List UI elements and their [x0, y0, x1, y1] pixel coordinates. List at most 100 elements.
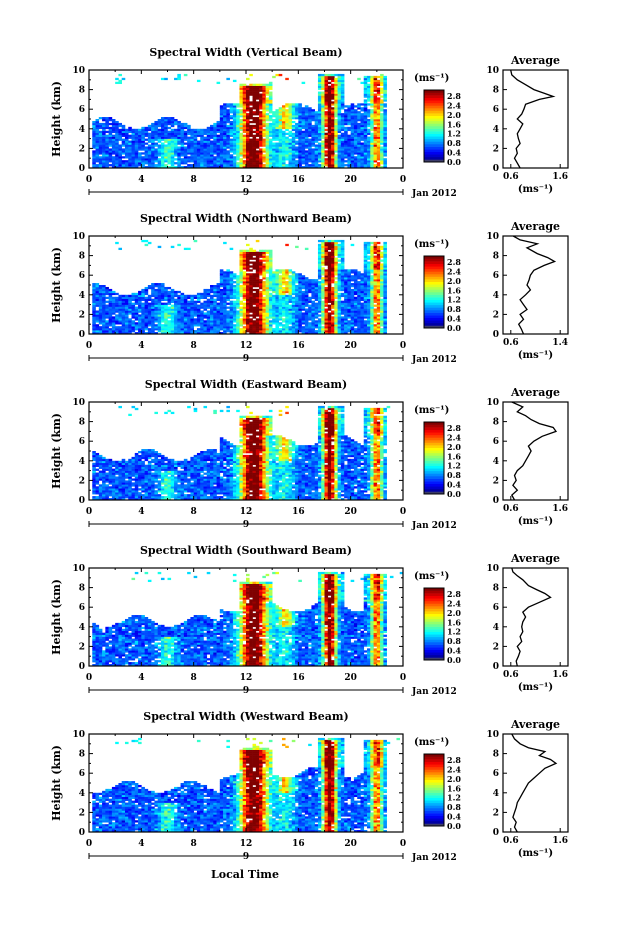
heatmap-cell — [256, 254, 260, 256]
heatmap-cell — [292, 103, 296, 105]
heatmap-cell — [171, 297, 175, 299]
heatmap-cell — [217, 295, 221, 297]
heatmap-cell — [298, 119, 302, 121]
heatmap-cell — [187, 318, 191, 320]
heatmap-cell — [115, 299, 119, 301]
heatmap-cell — [351, 135, 355, 137]
heatmap-cell — [347, 119, 351, 121]
heatmap-cell — [145, 289, 149, 291]
heatmap-cell — [122, 297, 126, 299]
heatmap-cell — [230, 309, 234, 311]
heatmap-cell — [230, 326, 234, 328]
heatmap-cell — [272, 131, 276, 133]
heatmap-cell — [213, 152, 217, 154]
heatmap-cell — [318, 84, 322, 86]
heatmap-cell — [236, 281, 240, 283]
heatmap-cell — [148, 160, 152, 162]
heatmap-cell — [154, 289, 158, 291]
heatmap-cell — [266, 115, 270, 117]
heatmap-cell — [125, 137, 129, 139]
heatmap-cell — [266, 252, 270, 254]
heatmap-cell — [331, 273, 335, 275]
heatmap-cell — [341, 269, 345, 271]
heatmap-cell — [318, 131, 322, 133]
heatmap-cell — [298, 277, 302, 279]
heatmap-cell — [383, 125, 387, 127]
heatmap-cell — [262, 97, 266, 99]
heatmap-cell — [295, 297, 299, 299]
heatmap-cell — [370, 143, 374, 145]
heatmap-cell — [239, 256, 243, 258]
heatmap-cell — [338, 101, 342, 103]
heatmap-cell — [239, 109, 243, 111]
heatmap-cell — [96, 287, 100, 289]
heatmap-cell — [325, 250, 329, 252]
heatmap-cell — [174, 301, 178, 303]
heatmap-cell — [141, 312, 145, 314]
heatmap-cell — [266, 107, 270, 109]
heatmap-cell — [321, 318, 325, 320]
heatmap-cell — [328, 115, 332, 117]
heatmap-cell — [269, 277, 273, 279]
heatmap-cell — [151, 154, 155, 156]
heatmap-cell — [321, 76, 325, 78]
heatmap-cell — [177, 330, 181, 332]
heatmap-cell — [197, 299, 201, 301]
heatmap-cell — [256, 281, 260, 283]
heatmap-cell — [158, 312, 162, 314]
heatmap-cell — [311, 139, 315, 141]
heatmap-cell — [200, 293, 204, 295]
heatmap-cell — [282, 299, 286, 301]
heatmap-cell — [259, 307, 263, 309]
heatmap-cell — [102, 293, 106, 295]
heatmap-cell — [164, 293, 168, 295]
heatmap-cell — [302, 148, 306, 150]
heatmap-cell — [298, 137, 302, 139]
heatmap-cell — [341, 133, 345, 135]
heatmap-cell — [364, 121, 368, 123]
heatmap-cell — [341, 101, 345, 103]
heatmap-cell — [331, 90, 335, 92]
heatmap-cell — [138, 314, 142, 316]
heatmap-cell — [266, 86, 270, 88]
heatmap-cell — [328, 92, 332, 94]
heatmap-cell — [118, 320, 122, 322]
heatmap-cell — [377, 150, 381, 152]
heatmap-cell — [177, 131, 181, 133]
heatmap-cell — [96, 301, 100, 303]
heatmap-cell — [262, 115, 266, 117]
heatmap-cell — [266, 160, 270, 162]
heatmap-cell — [233, 119, 237, 121]
heatmap-cell — [318, 322, 322, 324]
heatmap-cell — [253, 285, 257, 287]
heatmap-cell — [321, 254, 325, 256]
heatmap-cell — [256, 152, 260, 154]
heatmap-cell — [239, 94, 243, 96]
colorbar-segment — [424, 139, 444, 142]
heatmap-cell — [295, 129, 299, 131]
heatmap-cell — [187, 248, 191, 250]
heatmap-cell — [325, 133, 329, 135]
heatmap-cell — [168, 287, 172, 289]
heatmap-cell — [226, 125, 230, 127]
heatmap-cell — [334, 111, 338, 113]
heatmap-cell — [321, 244, 325, 246]
heatmap-cell — [187, 297, 191, 299]
heatmap-cell — [374, 144, 378, 146]
heatmap-cell — [305, 312, 309, 314]
heatmap-cell — [161, 156, 165, 158]
heatmap-cell — [282, 295, 286, 297]
heatmap-cell — [168, 146, 172, 148]
heatmap-cell — [148, 146, 152, 148]
heatmap-cell — [246, 103, 250, 105]
heatmap-cell — [269, 143, 273, 145]
heatmap-cell — [210, 148, 214, 150]
heatmap-cell — [259, 271, 263, 273]
heatmap-cell — [236, 279, 240, 281]
heatmap-cell — [203, 330, 207, 332]
heatmap-cell — [161, 287, 165, 289]
heatmap-cell — [302, 291, 306, 293]
heatmap-cell — [243, 295, 247, 297]
heatmap-cell — [200, 310, 204, 312]
heatmap-cell — [220, 123, 224, 125]
